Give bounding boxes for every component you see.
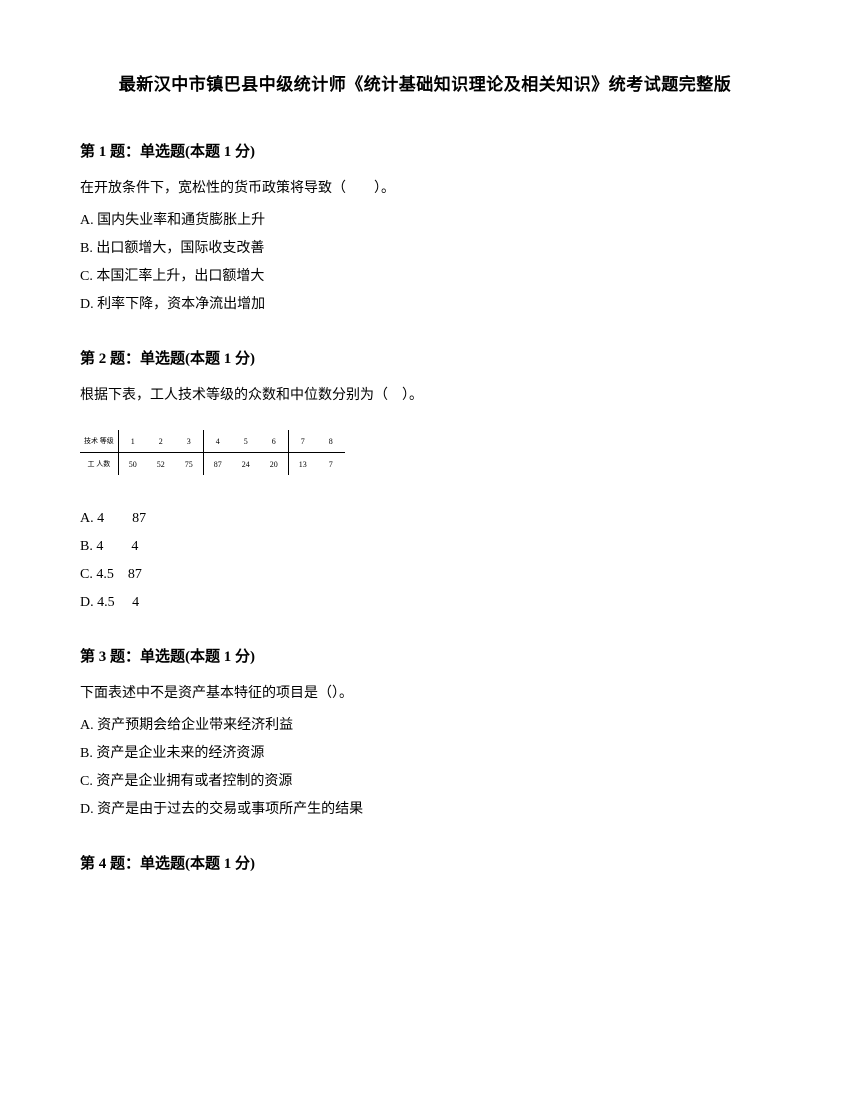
q1-option-b: B. 出口额增大，国际收支改善 bbox=[80, 235, 770, 263]
q3-option-a: A. 资产预期会给企业带来经济利益 bbox=[80, 712, 770, 740]
row-label: 技术 等级 bbox=[80, 430, 118, 453]
table-cell: 50 bbox=[118, 453, 147, 476]
row-label: 工 人数 bbox=[80, 453, 118, 476]
table-cell: 8 bbox=[317, 430, 345, 453]
q3-text: 下面表述中不是资产基本特征的项目是（）。 bbox=[80, 680, 770, 708]
table-cell: 75 bbox=[175, 453, 204, 476]
q2-option-a: A. 4 87 bbox=[80, 505, 770, 533]
page-title: 最新汉中市镇巴县中级统计师《统计基础知识理论及相关知识》统考试题完整版 bbox=[80, 70, 770, 95]
q2-table: 技术 等级 1 2 3 4 5 6 7 8 工 人数 50 52 75 87 2… bbox=[80, 430, 770, 475]
table-row: 技术 等级 1 2 3 4 5 6 7 8 bbox=[80, 430, 345, 453]
q2-option-c: C. 4.5 87 bbox=[80, 561, 770, 589]
q2-text: 根据下表，工人技术等级的众数和中位数分别为（ ）。 bbox=[80, 382, 770, 410]
q3-option-b: B. 资产是企业未来的经济资源 bbox=[80, 740, 770, 768]
q2-option-d: D. 4.5 4 bbox=[80, 589, 770, 617]
table-cell: 5 bbox=[232, 430, 260, 453]
table-cell: 7 bbox=[288, 430, 317, 453]
q1-option-c: C. 本国汇率上升，出口额增大 bbox=[80, 263, 770, 291]
table-cell: 52 bbox=[147, 453, 175, 476]
table-cell: 3 bbox=[175, 430, 204, 453]
q1-header: 第 1 题：单选题(本题 1 分) bbox=[80, 140, 770, 161]
q4-header: 第 4 题：单选题(本题 1 分) bbox=[80, 852, 770, 873]
table-cell: 1 bbox=[118, 430, 147, 453]
table-row: 工 人数 50 52 75 87 24 20 13 7 bbox=[80, 453, 345, 476]
q2-header: 第 2 题：单选题(本题 1 分) bbox=[80, 347, 770, 368]
q1-option-d: D. 利率下降，资本净流出增加 bbox=[80, 291, 770, 319]
q2-option-b: B. 4 4 bbox=[80, 533, 770, 561]
q3-option-d: D. 资产是由于过去的交易或事项所产生的结果 bbox=[80, 796, 770, 824]
table-cell: 13 bbox=[288, 453, 317, 476]
q1-text: 在开放条件下，宽松性的货币政策将导致（ ）。 bbox=[80, 175, 770, 203]
table-cell: 20 bbox=[260, 453, 289, 476]
table-cell: 2 bbox=[147, 430, 175, 453]
table-cell: 87 bbox=[203, 453, 232, 476]
table-cell: 4 bbox=[203, 430, 232, 453]
q1-option-a: A. 国内失业率和通货膨胀上升 bbox=[80, 207, 770, 235]
q3-option-c: C. 资产是企业拥有或者控制的资源 bbox=[80, 768, 770, 796]
q3-header: 第 3 题：单选题(本题 1 分) bbox=[80, 645, 770, 666]
table-cell: 7 bbox=[317, 453, 345, 476]
table-cell: 6 bbox=[260, 430, 289, 453]
table-cell: 24 bbox=[232, 453, 260, 476]
